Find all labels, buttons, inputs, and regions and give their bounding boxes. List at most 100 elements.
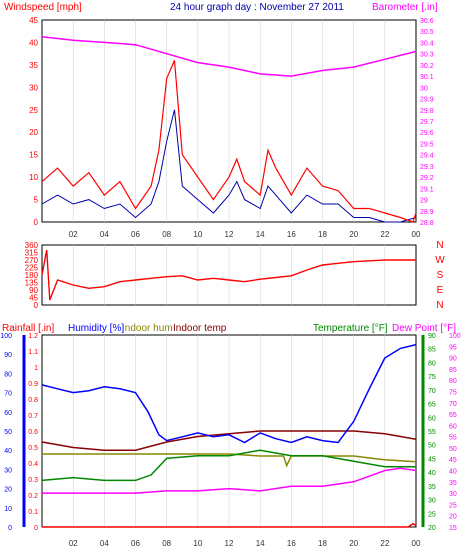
- dewpoint-tick-label: 95: [449, 344, 457, 351]
- temperature-tick-label: 70: [428, 388, 436, 395]
- temperature-tick-label: 55: [428, 429, 436, 436]
- dewpoint-tick-label: 60: [449, 423, 457, 430]
- humidity-tick-label: 70: [4, 391, 12, 398]
- right-tick-label: 30.2: [420, 63, 434, 70]
- temperature-tick-label: 75: [428, 374, 436, 381]
- dewpoint-tick-label: 75: [449, 389, 457, 396]
- rain-tick-label: 0.6: [28, 429, 38, 436]
- compass-label: E: [437, 285, 444, 296]
- humidity-tick-label: 40: [4, 448, 12, 455]
- graph-title: 24 hour graph day : November 27 2011: [170, 2, 344, 13]
- x-tick-label: 12: [225, 230, 234, 239]
- x-tick-label: 18: [318, 230, 327, 239]
- right-tick-label: 30.3: [420, 52, 434, 59]
- x-tick-label: 06: [131, 539, 140, 548]
- left-tick-label: 45: [29, 16, 38, 25]
- gust-low-line: [41, 109, 417, 223]
- dewpoint-tick-label: 40: [449, 469, 457, 476]
- right-tick-label: 29.2: [420, 175, 434, 182]
- dewpoint-tick-label: 25: [449, 502, 457, 509]
- humidity-label: Humidity [%]: [68, 323, 124, 334]
- left-tick-label: 40: [29, 38, 38, 47]
- barometer-line: [41, 36, 417, 77]
- indoor-hum-line: [42, 453, 417, 468]
- compass-label: S: [437, 270, 444, 281]
- dewpoint-tick-label: 15: [449, 525, 457, 532]
- x-tick-label: 22: [380, 539, 389, 548]
- right-tick-label: 28.9: [420, 209, 434, 216]
- direction-tick-label: 45: [29, 294, 38, 303]
- left-tick-label: 15: [29, 151, 38, 160]
- left-tick-label: 30: [29, 83, 38, 92]
- right-tick-label: 30.1: [420, 74, 434, 81]
- right-tick-label: 30.6: [420, 18, 434, 25]
- left-tick-label: 20: [29, 128, 38, 137]
- x-tick-label: 22: [380, 230, 389, 239]
- x-tick-label: 14: [256, 230, 265, 239]
- right-tick-label: 29.4: [420, 153, 434, 160]
- dew-point-line: [42, 467, 417, 494]
- humidity-tick-label: 10: [4, 506, 12, 513]
- rain-tick-label: 0.9: [28, 381, 38, 388]
- humidity-tick-label: 0: [8, 525, 12, 532]
- rainfall-line: [42, 522, 417, 528]
- right-tick-label: 29.5: [420, 141, 434, 148]
- right-tick-label: 29.7: [420, 119, 434, 126]
- temperature-label: Temperature [°F]: [313, 323, 388, 334]
- temperature-tick-label: 80: [428, 360, 436, 367]
- compass-label: W: [435, 255, 445, 266]
- temperature-tick-label: 20: [428, 525, 436, 532]
- right-tick-label: 30.5: [420, 29, 434, 36]
- rain-tick-label: 1.1: [28, 349, 38, 356]
- direction-tick-label: 180: [25, 271, 39, 280]
- dewpoint-tick-label: 65: [449, 412, 457, 419]
- humidity-tick-label: 20: [4, 487, 12, 494]
- dewpoint-tick-label: 80: [449, 378, 457, 385]
- temperature-tick-label: 90: [428, 333, 436, 340]
- temperature-tick-label: 35: [428, 484, 436, 491]
- direction-tick-label: 135: [25, 279, 39, 288]
- dewpoint-tick-label: 70: [449, 401, 457, 408]
- humidity-temperature-panel: Rainfall [.in] Humidity [%] Indoor hum I…: [0, 323, 460, 548]
- temperature-line: [41, 449, 416, 482]
- temperature-tick-label: 40: [428, 470, 436, 477]
- humidity-tick-label: 50: [4, 429, 12, 436]
- right-tick-label: 29.6: [420, 130, 434, 137]
- windspeed-line: [41, 60, 417, 223]
- temperature-tick-label: 85: [428, 347, 436, 354]
- dewpoint-tick-label: 85: [449, 367, 457, 374]
- x-tick-label: 08: [162, 539, 171, 548]
- x-tick-label: 20: [349, 230, 358, 239]
- temperature-tick-label: 30: [428, 498, 436, 505]
- right-tick-label: 29.3: [420, 164, 434, 171]
- dew-point-label: Dew Point [°F]: [392, 323, 456, 334]
- x-tick-label: 04: [100, 230, 109, 239]
- wind-barometer-panel: Windspeed [mph] 24 hour graph day : Nove…: [4, 2, 438, 239]
- x-tick-label: 04: [100, 539, 109, 548]
- barometer-label: Barometer [.in]: [372, 2, 438, 13]
- temperature-tick-label: 50: [428, 443, 436, 450]
- x-tick-label: 20: [349, 539, 358, 548]
- rain-tick-label: 0.8: [28, 397, 38, 404]
- temperature-tick-label: 25: [428, 511, 436, 518]
- left-tick-label: 35: [29, 61, 38, 70]
- x-tick-label: 12: [225, 539, 234, 548]
- rain-tick-label: 0.3: [28, 477, 38, 484]
- right-tick-label: 29.1: [420, 186, 434, 193]
- left-tick-label: 0: [34, 218, 39, 227]
- temperature-tick-label: 45: [428, 456, 436, 463]
- temperature-tick-label: 60: [428, 415, 436, 422]
- right-tick-label: 30: [420, 85, 428, 92]
- x-tick-label: 16: [287, 230, 296, 239]
- dewpoint-tick-label: 50: [449, 446, 457, 453]
- humidity-tick-label: 30: [4, 467, 12, 474]
- compass-label: N: [436, 300, 443, 311]
- right-tick-label: 29: [420, 198, 428, 205]
- dewpoint-tick-label: 45: [449, 457, 457, 464]
- right-tick-label: 29.9: [420, 97, 434, 104]
- windspeed-label: Windspeed [mph]: [4, 2, 82, 13]
- humidity-line: [41, 343, 417, 444]
- direction-tick-label: 360: [25, 241, 39, 250]
- humidity-tick-label: 100: [0, 333, 12, 340]
